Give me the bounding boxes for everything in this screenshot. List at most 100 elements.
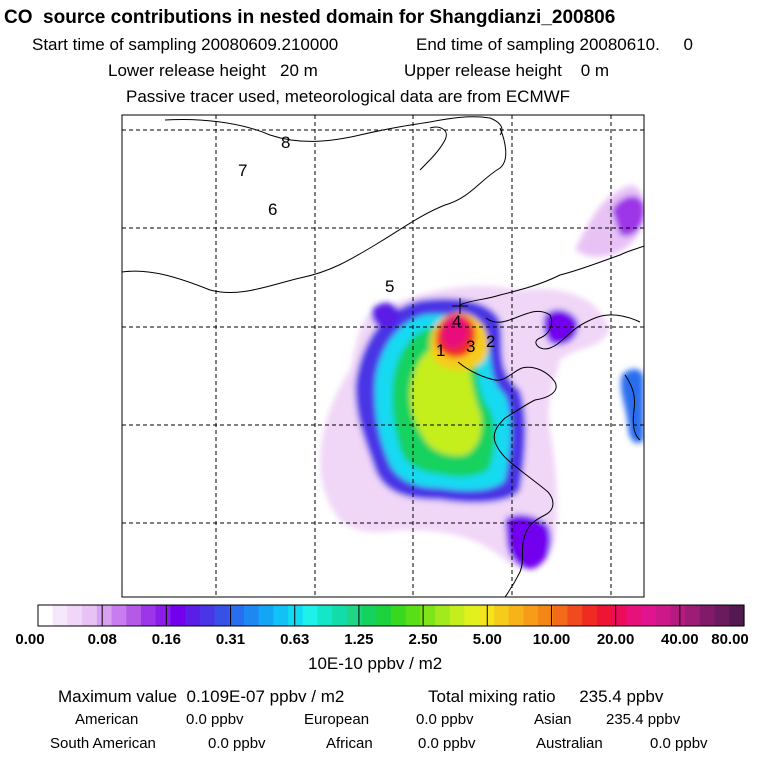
field-ring-lime	[410, 344, 482, 456]
marker-4: 4	[452, 312, 461, 331]
colorbar-cell	[288, 605, 304, 626]
colorbar-cell	[464, 605, 480, 626]
colorbar-cells	[38, 605, 745, 626]
colorbar-cell	[714, 605, 730, 626]
colorbar-cell	[317, 605, 333, 626]
upper-release-height: Upper release height 0 m	[404, 62, 609, 79]
colorbar-cell	[626, 605, 642, 626]
colorbar-tick-label: 0.63	[280, 631, 310, 648]
colorbar-cell	[185, 605, 201, 626]
marker-8: 8	[281, 133, 290, 152]
colorbar-cell	[523, 605, 539, 626]
colorbar-tick-label: 80.00	[711, 631, 749, 648]
colorbar-cell	[52, 605, 69, 626]
marker-6: 6	[268, 200, 277, 219]
total-mixing-ratio: Total mixing ratio 235.4 ppbv	[428, 688, 663, 705]
colorbar-cell	[449, 605, 466, 626]
max-value-label: Maximum value	[58, 687, 178, 706]
colorbar-cell	[273, 605, 289, 626]
colorbar-cell	[611, 605, 627, 626]
colorbar-cell	[552, 605, 569, 626]
colorbar-cell	[538, 605, 554, 626]
colorbar-cell	[596, 605, 613, 626]
max-value: Maximum value 0.109E-07 ppbv / m2	[58, 688, 344, 705]
colorbar-cell	[199, 605, 216, 626]
colorbar-tick-label: 5.00	[472, 631, 502, 648]
marker-2: 2	[486, 332, 495, 351]
upper-release-label: Upper release height	[404, 61, 562, 80]
colorbar-cell	[670, 605, 686, 626]
colorbar-tick-label: 0.31	[215, 631, 246, 648]
colorbar-tick-label: 20.00	[596, 631, 635, 648]
colorbar-separators	[101, 605, 681, 626]
region-south-american-name: South American	[50, 735, 156, 752]
start-time-label: Start time of sampling	[32, 35, 197, 54]
map-frame	[121, 114, 645, 598]
colorbar-tick-label: 1.25	[344, 631, 374, 648]
coastlines	[122, 116, 644, 597]
colorbar-cell	[685, 605, 701, 626]
colorbar-cell	[405, 605, 422, 626]
colorbar-cell	[493, 605, 510, 626]
region-european-value: 0.0 ppbv	[416, 711, 474, 728]
field-core-magenta	[442, 315, 468, 349]
colorbar-tick-label: 0.16	[151, 631, 181, 648]
map-panel: 1 2 3 4 5 6 7 8	[121, 114, 645, 598]
region-american-value: 0.0 ppbv	[186, 711, 244, 728]
colorbar-cell	[346, 605, 363, 626]
colorbar-frame	[37, 604, 745, 627]
field-east-edge	[620, 368, 644, 444]
upper-release-value: 0 m	[580, 61, 610, 80]
colorbar-cell	[155, 605, 171, 626]
marker-7: 7	[238, 161, 247, 180]
colorbar-cell	[582, 605, 598, 626]
colorbar-cell	[214, 605, 230, 626]
colorbar-tick-label: 0.00	[15, 631, 45, 648]
max-value-number: 0.109E-07 ppbv / m2	[186, 687, 345, 706]
colorbar-cell	[126, 605, 142, 626]
colorbar-cell	[229, 605, 245, 626]
colorbar-cell	[420, 605, 436, 626]
coastline-peninsula	[485, 310, 641, 350]
colorbar-tick-label: 2.50	[408, 631, 438, 648]
field-northeast-core	[612, 196, 644, 236]
coastline-inlet	[419, 126, 447, 171]
marker-5: 5	[385, 277, 394, 296]
coastline-island	[624, 374, 641, 441]
colorbar-cell	[140, 605, 157, 626]
start-time: Start time of sampling 20080609.210000	[32, 36, 338, 53]
colorbar-tick-label: 10.00	[532, 631, 571, 648]
region-south-american-value: 0.0 ppbv	[208, 735, 266, 752]
graticule	[122, 115, 644, 597]
colorbar-cell	[567, 605, 583, 626]
colorbar-cell	[111, 605, 127, 626]
colorbar-cell	[170, 605, 186, 626]
field-east-blob	[543, 309, 579, 345]
end-time-label: End time of sampling	[416, 35, 575, 54]
colorbar-cell	[243, 605, 260, 626]
region-african-name: African	[326, 735, 373, 752]
colorbar-cell	[699, 605, 716, 626]
region-american-name: American	[75, 711, 139, 728]
end-time-value: 20080610. 0	[579, 35, 693, 54]
colorbar-cell	[361, 605, 377, 626]
tracer-note: Passive tracer used, meteorological data…	[126, 87, 571, 106]
colorbar-cell	[38, 605, 54, 626]
start-time-value: 20080609.210000	[201, 35, 339, 54]
colorbar-tick-label: 0.08	[87, 631, 117, 648]
colorbar-cell	[82, 605, 98, 626]
colorbar-cell	[729, 605, 745, 626]
total-mixing-label: Total mixing ratio	[428, 687, 556, 706]
colorbar-cell	[302, 605, 319, 626]
end-time: End time of sampling 20080610. 0	[416, 36, 693, 53]
lower-release-value: 20 m	[280, 61, 318, 80]
concentration-field	[320, 185, 644, 569]
colorbar-unit: 10E-10 ppbv / m2	[308, 654, 443, 673]
coastline-east	[457, 361, 557, 597]
colorbar-cell	[508, 605, 524, 626]
lower-release-height: Lower release height 20 m	[108, 62, 318, 79]
region-european-name: European	[304, 711, 370, 728]
total-mixing-value: 235.4 ppbv	[579, 687, 664, 706]
colorbar-cell	[391, 605, 407, 626]
